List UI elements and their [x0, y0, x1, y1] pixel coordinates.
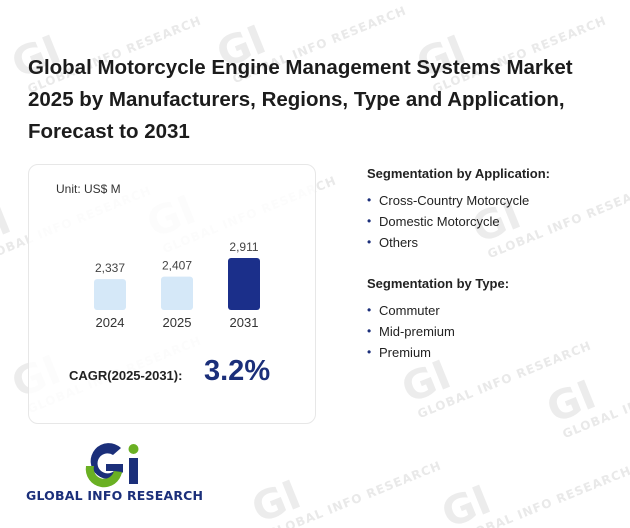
- bar-chart: 2,337 2024 2,407 2025 2,911 2031: [94, 240, 260, 330]
- logo-text: GLOBAL INFO RESEARCH: [26, 488, 204, 503]
- chart-card: Unit: US$ M 2,337 2024 2,407 2025 2,911 2031 …: [28, 164, 316, 424]
- cagr-label: CAGR(2025-2031):: [69, 368, 183, 383]
- category-label: 2024: [96, 315, 125, 330]
- gi-logo-icon: [85, 443, 139, 488]
- segmentation-type: Segmentation by Type: Commuter Mid-premi…: [367, 276, 509, 363]
- segmentation-application: Segmentation by Application: Cross-Count…: [367, 166, 550, 253]
- value-label: 2,407: [162, 259, 192, 273]
- bar-2024: [94, 279, 126, 310]
- list-item: Domestic Motorcycle: [367, 211, 550, 232]
- unit-label: Unit: US$ M: [56, 182, 121, 196]
- list-item: Others: [367, 232, 550, 253]
- bar-2031: [228, 258, 260, 310]
- page-title: Global Motorcycle Engine Management Syst…: [28, 56, 573, 143]
- segmentation-type-title: Segmentation by Type:: [367, 276, 510, 291]
- category-label: 2025: [163, 315, 192, 330]
- value-label: 2,911: [229, 240, 258, 254]
- value-label: 2,337: [95, 261, 125, 275]
- cagr-value: 3.2%: [204, 355, 271, 387]
- list-item: Commuter: [367, 300, 509, 321]
- category-label: 2031: [230, 315, 259, 330]
- company-logo: GLOBAL INFO RESEARCH: [26, 440, 211, 506]
- list-item: Cross-Country Motorcycle: [367, 190, 550, 211]
- list-item: Mid-premium: [367, 321, 509, 342]
- list-item: Premium: [367, 342, 509, 363]
- bar-2025: [161, 276, 193, 310]
- segmentation-application-title: Segmentation by Application:: [367, 166, 550, 181]
